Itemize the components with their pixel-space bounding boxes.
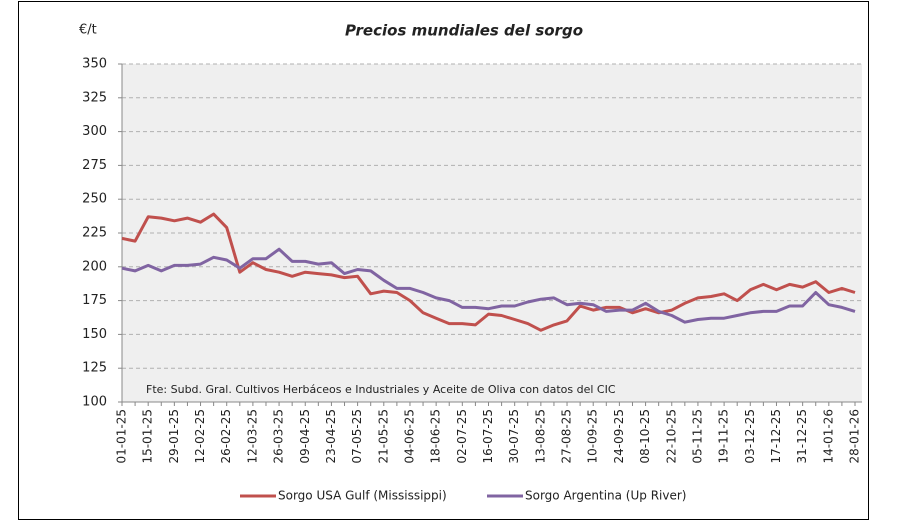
x-tick-label: 22-10-25 <box>664 409 678 463</box>
y-tick-label: 300 <box>82 124 107 139</box>
x-tick-label: 15-01-25 <box>141 409 155 463</box>
series-line <box>121 247 856 324</box>
x-tick-label: 05-11-25 <box>690 409 704 463</box>
x-tick-label: 08-10-25 <box>638 409 652 463</box>
y-tick-label: 350 <box>82 57 107 72</box>
source-note: Fte: Subd. Gral. Cultivos Herbáceos e In… <box>146 383 616 396</box>
y-tick-label: 225 <box>82 226 107 241</box>
x-tick-label: 03-12-25 <box>743 409 757 463</box>
chart-title: Precios mundiales del sorgo <box>345 22 583 40</box>
legend-label: Sorgo Argentina (Up River) <box>525 489 686 503</box>
x-tick-label: 16-07-25 <box>481 409 495 463</box>
x-tick-label: 12-02-25 <box>193 409 207 463</box>
x-tick-label: 19-11-25 <box>717 409 731 463</box>
y-tick-label: 200 <box>82 259 107 274</box>
x-tick-label: 02-07-25 <box>455 409 469 463</box>
y-tick-label: 275 <box>82 158 107 173</box>
y-tick-label: 125 <box>82 361 107 376</box>
legend-label: Sorgo USA Gulf (Mississippi) <box>278 489 447 503</box>
series-line <box>121 212 856 332</box>
x-tick-label: 21-05-25 <box>376 409 390 463</box>
x-tick-label: 01-01-25 <box>115 409 129 463</box>
x-tick-label: 27-08-25 <box>560 409 574 463</box>
x-tick-label: 18-06-25 <box>429 409 443 463</box>
x-tick-label: 14-01-26 <box>821 409 835 463</box>
x-tick-label: 29-01-25 <box>167 409 181 463</box>
x-tick-label: 30-07-25 <box>507 409 521 463</box>
y-tick-label: 325 <box>82 90 107 105</box>
x-tick-label: 17-12-25 <box>769 409 783 463</box>
plot-area <box>122 64 862 402</box>
x-tick-label: 10-09-25 <box>586 409 600 463</box>
x-tick-label: 28-01-26 <box>848 409 862 463</box>
x-tick-label: 26-03-25 <box>272 409 286 463</box>
x-tick-label: 26-02-25 <box>219 409 233 463</box>
x-tick-label: 09-04-25 <box>298 409 312 463</box>
y-tick-label: 250 <box>82 192 107 207</box>
x-tick-label: 04-06-25 <box>402 409 416 463</box>
y-axis-label: €/t <box>79 23 97 38</box>
x-tick-label: 07-05-25 <box>350 409 364 463</box>
y-tick-label: 150 <box>82 327 107 342</box>
x-tick-label: 23-04-25 <box>324 409 338 463</box>
x-tick-label: 31-12-25 <box>795 409 809 463</box>
x-tick-label: 12-03-25 <box>245 409 259 463</box>
x-tick-label: 13-08-25 <box>533 409 547 463</box>
x-tick-label: 24-09-25 <box>612 409 626 463</box>
y-tick-label: 175 <box>82 293 107 308</box>
y-tick-label: 100 <box>82 395 107 410</box>
